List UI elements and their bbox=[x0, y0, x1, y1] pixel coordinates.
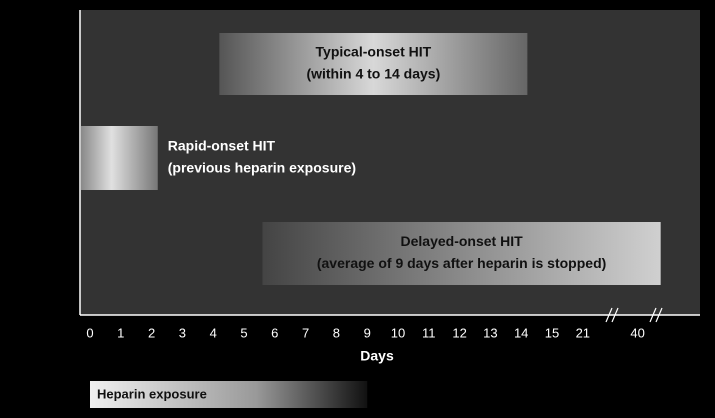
x-tick-label: 5 bbox=[240, 325, 247, 340]
x-tick-label: 21 bbox=[576, 325, 590, 340]
bar-label: (average of 9 days after heparin is stop… bbox=[317, 255, 606, 271]
x-tick-label: 14 bbox=[514, 325, 528, 340]
exposure-bar bbox=[90, 381, 368, 408]
x-tick-label: 9 bbox=[364, 325, 371, 340]
x-tick-label: 8 bbox=[333, 325, 340, 340]
range-bar bbox=[262, 222, 661, 285]
x-tick-label: 40 bbox=[630, 325, 644, 340]
bar-label: Rapid-onset HIT bbox=[168, 138, 276, 154]
bar-label: (previous heparin exposure) bbox=[168, 160, 356, 176]
x-tick-label: 11 bbox=[422, 325, 436, 340]
bar-label: Typical-onset HIT bbox=[316, 44, 432, 60]
x-tick-label: 1 bbox=[117, 325, 124, 340]
x-tick-label: 10 bbox=[391, 325, 405, 340]
x-axis-label: Days bbox=[360, 348, 394, 364]
x-tick-label: 2 bbox=[148, 325, 155, 340]
exposure-label: Heparin exposure bbox=[97, 386, 207, 401]
range-bar bbox=[219, 33, 528, 95]
x-tick-label: 6 bbox=[271, 325, 278, 340]
x-tick-label: 12 bbox=[452, 325, 466, 340]
x-tick-label: 13 bbox=[483, 325, 497, 340]
axis-breaks bbox=[605, 307, 663, 323]
x-tick-label: 0 bbox=[86, 325, 93, 340]
x-tick-label: 3 bbox=[179, 325, 186, 340]
x-tick-label: 15 bbox=[545, 325, 559, 340]
x-tick-label: 4 bbox=[210, 325, 217, 340]
bar-label: (within 4 to 14 days) bbox=[306, 66, 440, 82]
range-bar bbox=[80, 126, 158, 190]
bar-label: Delayed-onset HIT bbox=[401, 233, 524, 249]
x-tick-label: 7 bbox=[302, 325, 309, 340]
